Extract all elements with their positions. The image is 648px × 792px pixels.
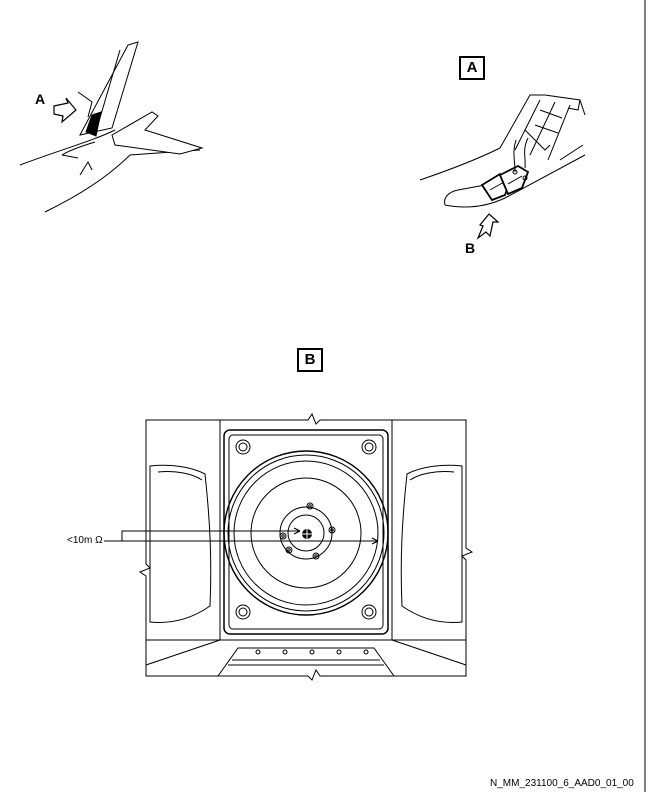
resistance-label: <10m Ω bbox=[67, 535, 103, 546]
grill-holes bbox=[256, 650, 368, 654]
callout-arrow-b bbox=[478, 214, 498, 238]
view-title-b: B bbox=[297, 348, 323, 372]
callout-label-a: A bbox=[35, 91, 46, 107]
drawing-reference: N_MM_231100_6_AAD0_01_00 bbox=[490, 778, 634, 789]
corner-screws bbox=[236, 440, 376, 619]
view-a-detail bbox=[420, 95, 585, 207]
resistance-measurement-lines bbox=[104, 528, 378, 544]
view-b-detail bbox=[140, 414, 472, 680]
aircraft-tail-overview bbox=[20, 42, 202, 212]
callout-arrow-a bbox=[54, 98, 76, 122]
callout-label-b: B bbox=[465, 240, 476, 256]
view-title-a: A bbox=[459, 56, 485, 80]
